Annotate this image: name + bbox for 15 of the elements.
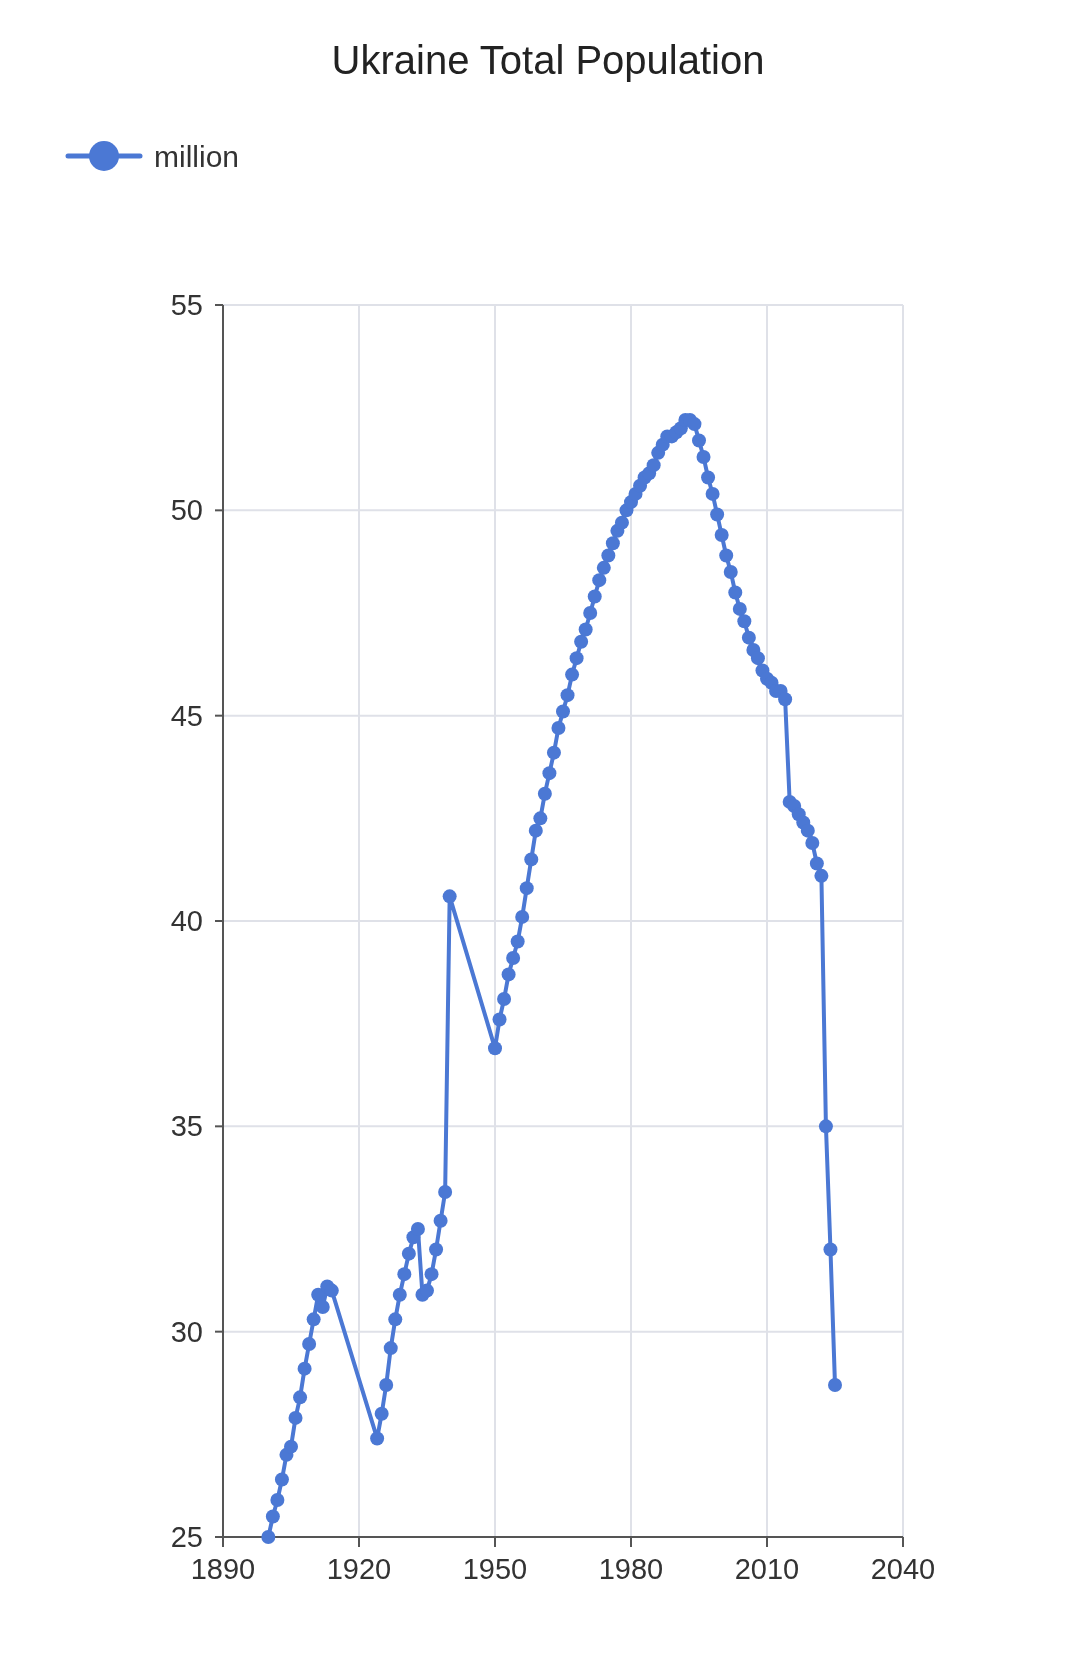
y-tick-label: 35 <box>170 1110 203 1143</box>
x-tick-label: 2040 <box>870 1553 936 1585</box>
chart-title: Ukraine Total Population <box>331 38 765 82</box>
y-tick-label: 40 <box>170 905 203 938</box>
x-tick-label: 1890 <box>190 1553 256 1585</box>
x-tick-label: 1920 <box>326 1553 392 1585</box>
legend-label: million <box>154 139 240 173</box>
x-tick-label: 2010 <box>734 1553 800 1585</box>
y-tick-label: 50 <box>170 494 203 527</box>
y-tick-label: 55 <box>170 289 203 322</box>
x-tick-label: 1950 <box>462 1553 528 1585</box>
y-tick-label: 25 <box>170 1521 203 1554</box>
y-tick-label: 45 <box>170 699 203 732</box>
x-tick-label: 1980 <box>598 1553 664 1585</box>
y-tick-label: 30 <box>170 1315 203 1348</box>
